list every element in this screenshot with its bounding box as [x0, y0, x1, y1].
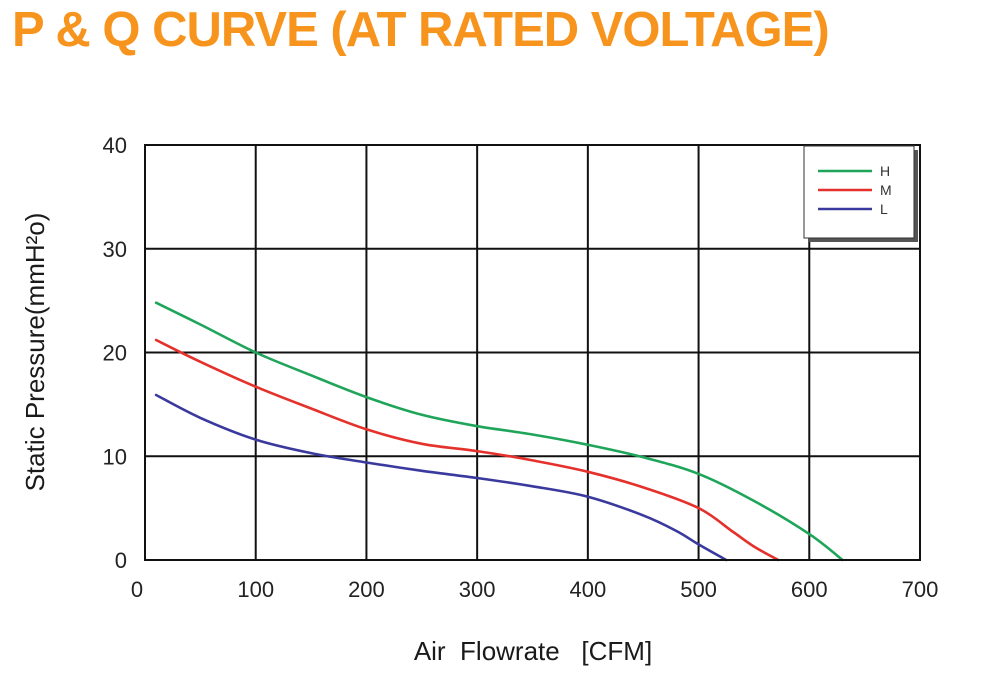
series-line-l	[154, 393, 728, 562]
series-line-h	[154, 301, 844, 562]
x-tick-label: 400	[569, 577, 606, 602]
y-tick-label: 30	[103, 237, 127, 262]
x-tick-label: 600	[791, 577, 828, 602]
x-tick-label: 200	[348, 577, 385, 602]
y-axis-label: Static Pressure(mmH²o)	[20, 213, 50, 492]
y-tick-label: 0	[115, 548, 127, 573]
x-tick-label: 0	[131, 577, 143, 602]
y-tick-label: 40	[103, 133, 127, 158]
legend-box	[803, 145, 915, 239]
legend: HML	[803, 145, 918, 242]
y-tick-labels: 0 10 20 30 40	[103, 133, 127, 573]
page-title: P & Q CURVE (AT RATED VOLTAGE)	[12, 3, 830, 57]
x-tick-label: 300	[459, 577, 496, 602]
legend-label-l: L	[880, 201, 888, 217]
x-tick-labels: 0 100 200 300 400 500 600 700	[131, 577, 938, 602]
legend-label-h: H	[880, 163, 890, 179]
plot-frame	[144, 144, 921, 561]
curves	[154, 301, 844, 562]
y-tick-label: 20	[103, 341, 127, 366]
legend-label-m: M	[880, 182, 892, 198]
y-tick-label: 10	[103, 444, 127, 469]
x-tick-label: 100	[237, 577, 274, 602]
x-axis-label: Air Flowrate [CFM]	[414, 636, 652, 666]
series-line-m	[154, 338, 780, 562]
x-tick-label: 700	[902, 577, 939, 602]
x-tick-label: 500	[680, 577, 717, 602]
